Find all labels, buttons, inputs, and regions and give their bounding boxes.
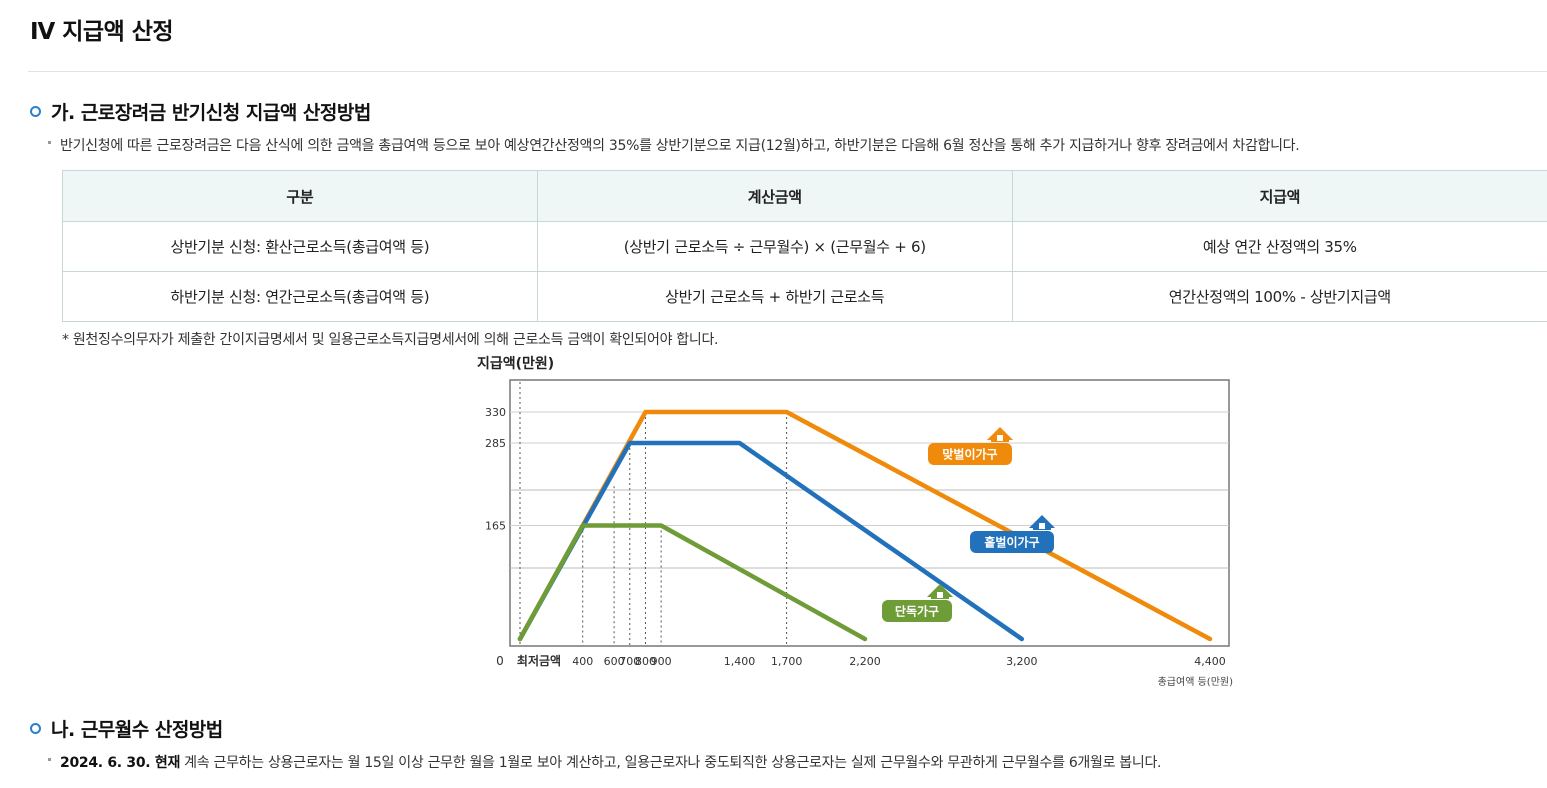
x-tick-label: 700 xyxy=(619,655,640,668)
house-icon xyxy=(927,584,953,599)
section-b-paragraph: 2024. 6. 30. 현재 계속 근무하는 상용근로자는 월 15일 이상 … xyxy=(48,752,1162,772)
footnote: * 원천징수의무자가 제출한 간이지급명세서 및 일용근로소득지급명세서에 의해… xyxy=(62,332,719,348)
x-tick-label: 600 xyxy=(604,655,625,668)
series-label: 단독가구 xyxy=(895,604,939,619)
title-divider xyxy=(28,71,1547,72)
table-cell: 하반기분 신청: 연간근로소득(총급여액 등) xyxy=(62,271,538,322)
section-b-heading: 나. 근무월수 산정방법 xyxy=(30,715,223,742)
y-axis-title: 지급액(만원) xyxy=(477,355,554,372)
section-a-heading: 가. 근로장려금 반기신청 지급액 산정방법 xyxy=(30,98,371,125)
circle-bullet-icon xyxy=(30,106,41,117)
y-tick-label: 285 xyxy=(485,437,506,450)
section-b-date: 2024. 6. 30. 현재 xyxy=(60,755,181,771)
table-row: 상반기분 신청: 환산근로소득(총급여액 등) (상반기 근로소득 ÷ 근무월수… xyxy=(62,221,1547,272)
section-a-title: 가. 근로장려금 반기신청 지급액 산정방법 xyxy=(51,102,371,124)
series-label-badge xyxy=(882,600,952,622)
series-line xyxy=(517,523,868,642)
series-label: 맞벌이가구 xyxy=(942,447,997,462)
table-header-row: 구분 계산금액 지급액 xyxy=(62,170,1547,222)
house-window-icon xyxy=(997,435,1003,441)
x-tick-label: 400 xyxy=(572,655,593,668)
house-window-icon xyxy=(937,592,943,598)
table-cell: 상반기 근로소득 + 하반기 근로소득 xyxy=(536,271,1013,322)
plot-frame xyxy=(509,379,1230,647)
circle-bullet-icon xyxy=(30,723,41,734)
payment-chart: 165 285 330 0 최저금액 400 600 700 800 900 1,400 1,700 2… xyxy=(470,350,1260,694)
x-tick-label: 최저금액 xyxy=(517,653,561,668)
series-label-badge xyxy=(970,531,1054,553)
square-bullet-icon xyxy=(48,757,51,761)
table-cell: 연간산정액의 100% - 상반기지급액 xyxy=(1011,271,1547,322)
x-tick-label: 4,400 xyxy=(1194,655,1226,668)
x-tick-label: 2,200 xyxy=(849,655,881,668)
x-tick-label: 3,200 xyxy=(1006,655,1037,668)
table-header: 계산금액 xyxy=(536,170,1013,222)
calculation-table: 구분 계산금액 지급액 상반기분 신청: 환산근로소득(총급여액 등) (상반기… xyxy=(62,170,1547,322)
table-row: 하반기분 신청: 연간근로소득(총급여액 등) 상반기 근로소득 + 하반기 근… xyxy=(62,271,1547,322)
table-header: 구분 xyxy=(62,170,538,222)
square-bullet-icon xyxy=(48,140,51,144)
x-tick-label: 1,400 xyxy=(724,655,756,668)
y-tick-label: 330 xyxy=(485,406,506,419)
page-title: Ⅳ 지급액 산정 xyxy=(30,19,174,45)
table-header: 지급액 xyxy=(1011,170,1547,222)
table-cell: 상반기분 신청: 환산근로소득(총급여액 등) xyxy=(62,221,538,272)
x-tick-label: 900 xyxy=(651,655,672,668)
house-icon xyxy=(1029,515,1055,530)
section-a-paragraph: 반기신청에 따른 근로장려금은 다음 산식에 의한 금액을 총급여액 등으로 보… xyxy=(48,135,1300,155)
section-b-title: 나. 근무월수 산정방법 xyxy=(51,719,223,741)
section-a-text: 반기신청에 따른 근로장려금은 다음 산식에 의한 금액을 총급여액 등으로 보… xyxy=(60,138,1300,154)
series-label: 홑벌이가구 xyxy=(984,535,1039,550)
x-tick-label: 1,700 xyxy=(771,655,803,668)
house-icon xyxy=(987,427,1013,442)
y-tick-label: 165 xyxy=(485,520,506,533)
x-axis-title: 총급여액 등(만원) xyxy=(1158,676,1233,688)
x-tick-label: 800 xyxy=(635,655,656,668)
house-window-icon xyxy=(1039,523,1045,529)
table-cell: (상반기 근로소득 ÷ 근무월수) × (근무월수 + 6) xyxy=(536,221,1013,272)
table-cell: 예상 연간 산정액의 35% xyxy=(1011,221,1547,272)
section-b-text: 계속 근무하는 상용근로자는 월 15일 이상 근무한 월을 1월로 보아 계산… xyxy=(180,755,1162,771)
series-label-badge xyxy=(928,443,1012,465)
y-zero-label: 0 xyxy=(496,654,504,668)
